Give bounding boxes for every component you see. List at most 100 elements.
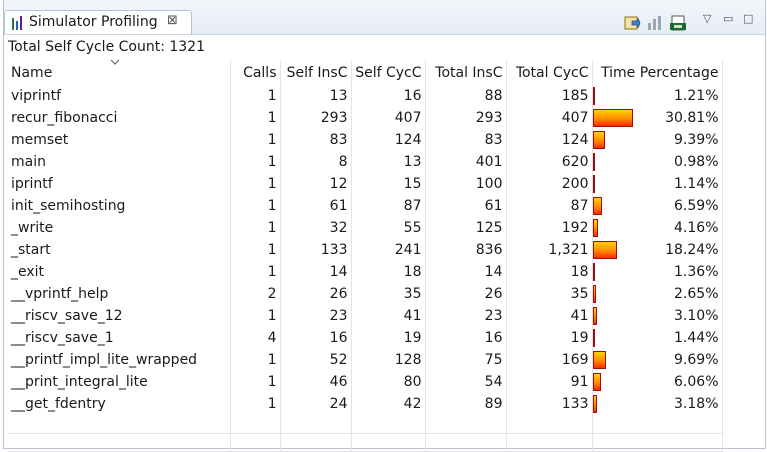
table-row[interactable]: main 1 8 13 401 620 0.98% — [8, 151, 723, 173]
empty-row — [8, 415, 723, 434]
cell-name: _write — [8, 217, 231, 239]
table-row[interactable]: memset 1 83 124 83 124 9.39% — [8, 129, 723, 151]
cell-name: __riscv_save_1 — [8, 327, 231, 349]
table-row[interactable]: init_semihosting 1 61 87 61 87 6.59% — [8, 195, 723, 217]
cell-calls: 1 — [230, 393, 281, 415]
view-menu-icon[interactable]: ▽ — [703, 12, 712, 25]
cell-total-insc: 836 — [425, 239, 507, 261]
cell-calls: 1 — [230, 151, 281, 173]
cell-calls: 1 — [230, 305, 281, 327]
csv-icon[interactable] — [669, 14, 687, 32]
cell-total-insc: 401 — [425, 151, 507, 173]
table-row[interactable]: _start 1 133 241 836 1,321 18.24% — [8, 239, 723, 261]
time-percentage-value: 1.36% — [674, 264, 719, 280]
cell-name: __vprintf_help — [8, 283, 231, 305]
cell-self-insc: 61 — [280, 195, 352, 217]
table-row[interactable]: __vprintf_help 2 26 35 26 35 2.65% — [8, 283, 723, 305]
empty-cell — [280, 433, 352, 452]
table-row[interactable]: viprintf 1 13 16 88 185 1.21% — [8, 85, 723, 107]
time-percentage-bar — [592, 219, 598, 237]
column-header-calls[interactable]: Calls — [230, 60, 281, 85]
cell-self-cycc: 42 — [351, 393, 426, 415]
cell-name: init_semihosting — [8, 195, 231, 217]
table-row[interactable]: recur_fibonacci 1 293 407 293 407 30.81% — [8, 107, 723, 129]
table-row[interactable]: _write 1 32 55 125 192 4.16% — [8, 217, 723, 239]
time-percentage-value: 2.65% — [674, 286, 719, 302]
cell-self-cycc: 13 — [351, 151, 426, 173]
cell-self-insc: 83 — [280, 129, 352, 151]
time-percentage-bar — [592, 197, 602, 215]
cell-self-insc: 32 — [280, 217, 352, 239]
time-percentage-value: 4.16% — [674, 220, 719, 236]
column-header-total-insc[interactable]: Total InsC — [425, 60, 507, 85]
cell-calls: 1 — [230, 349, 281, 371]
cell-time-percentage: 30.81% — [592, 107, 723, 129]
cell-calls: 4 — [230, 327, 281, 349]
cell-total-insc: 26 — [425, 283, 507, 305]
tab-simulator-profiling[interactable]: Simulator Profiling ⊠ — [4, 10, 192, 34]
time-percentage-value: 9.39% — [674, 132, 719, 148]
empty-cell — [351, 433, 426, 452]
empty-cell — [506, 433, 593, 452]
maximize-icon[interactable]: □ — [743, 12, 754, 25]
cell-self-insc: 24 — [280, 393, 352, 415]
empty-cell — [8, 415, 231, 434]
cell-self-cycc: 407 — [351, 107, 426, 129]
cell-name: __print_integral_lite — [8, 371, 231, 393]
tab-title: Simulator Profiling — [29, 14, 158, 30]
table-row[interactable]: _exit 1 14 18 14 18 1.36% — [8, 261, 723, 283]
cell-time-percentage: 9.69% — [592, 349, 723, 371]
time-percentage-bar — [592, 131, 605, 149]
empty-cell — [425, 415, 507, 434]
cell-calls: 1 — [230, 173, 281, 195]
column-header-self-insc[interactable]: Self InsC — [280, 60, 352, 85]
cell-total-insc: 88 — [425, 85, 507, 107]
column-header-total-cycc[interactable]: Total CycC — [506, 60, 593, 85]
cell-time-percentage: 1.36% — [592, 261, 723, 283]
table-body: viprintf 1 13 16 88 185 1.21% recur_fibonacci 1 2… — [8, 85, 723, 452]
empty-cell — [230, 415, 281, 434]
table-row[interactable]: __get_fdentry 1 24 42 89 133 3.18% — [8, 393, 723, 415]
cell-self-insc: 16 — [280, 327, 352, 349]
chart-icon[interactable] — [646, 14, 664, 32]
cell-name: __riscv_save_12 — [8, 305, 231, 327]
time-percentage-value: 1.44% — [674, 330, 719, 346]
column-header-name[interactable]: Name — [8, 60, 231, 85]
export-icon[interactable] — [623, 14, 641, 32]
empty-cell — [351, 415, 426, 434]
cell-name: __printf_impl_lite_wrapped — [8, 349, 231, 371]
cell-name: recur_fibonacci — [8, 107, 231, 129]
cell-calls: 1 — [230, 371, 281, 393]
cell-total-cycc: 185 — [506, 85, 593, 107]
profiling-view: Simulator Profiling ⊠ ▽ ▭ □ Total Self C… — [3, 0, 766, 452]
cell-total-insc: 89 — [425, 393, 507, 415]
table-row[interactable]: __printf_impl_lite_wrapped 1 52 128 75 169 9.6… — [8, 349, 723, 371]
time-percentage-value: 6.06% — [674, 374, 719, 390]
empty-cell — [280, 415, 352, 434]
time-percentage-value: 30.81% — [665, 110, 719, 126]
empty-cell — [592, 415, 723, 434]
cell-time-percentage: 1.14% — [592, 173, 723, 195]
cell-self-insc: 8 — [280, 151, 352, 173]
time-percentage-bar — [592, 263, 595, 281]
cell-self-cycc: 41 — [351, 305, 426, 327]
time-percentage-value: 0.98% — [674, 154, 719, 170]
minimize-icon[interactable]: ▭ — [723, 12, 734, 25]
cell-self-insc: 26 — [280, 283, 352, 305]
column-header-time-percentage[interactable]: Time Percentage — [592, 60, 723, 85]
empty-row — [8, 433, 723, 452]
cell-total-insc: 14 — [425, 261, 507, 283]
table-row[interactable]: __print_integral_lite 1 46 80 54 91 6.06% — [8, 371, 723, 393]
table-row[interactable]: __riscv_save_1 4 16 19 16 19 1.44% — [8, 327, 723, 349]
close-icon[interactable]: ⊠ — [167, 13, 178, 28]
time-percentage-bar — [592, 329, 595, 347]
cell-total-insc: 75 — [425, 349, 507, 371]
empty-cell — [425, 433, 507, 452]
cell-calls: 1 — [230, 129, 281, 151]
table-row[interactable]: iprintf 1 12 15 100 200 1.14% — [8, 173, 723, 195]
cell-total-cycc: 169 — [506, 349, 593, 371]
cell-total-cycc: 133 — [506, 393, 593, 415]
table-row[interactable]: __riscv_save_12 1 23 41 23 41 3.10% — [8, 305, 723, 327]
cell-name: iprintf — [8, 173, 231, 195]
column-header-self-cycc[interactable]: Self CycC — [351, 60, 426, 85]
